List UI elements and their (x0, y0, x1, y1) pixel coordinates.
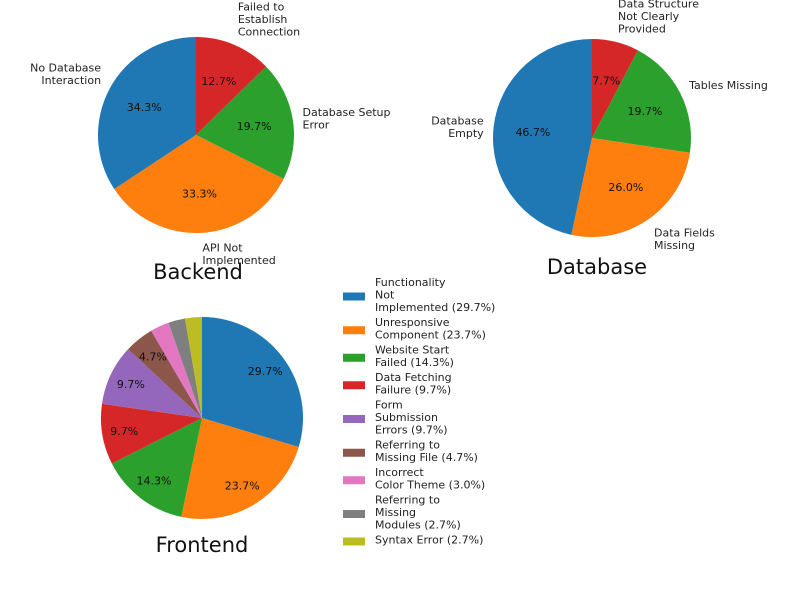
slice-percent-label: 14.3% (137, 474, 172, 487)
pie-slice-functionality-not-implemented (202, 317, 303, 448)
legend-swatch (343, 292, 365, 301)
legend-label: Incorrect Color Theme (3.0%) (375, 466, 485, 492)
slice-percent-label: 33.3% (182, 188, 217, 201)
legend-swatch (343, 537, 365, 546)
legend-item: Website Start Failed (14.3%) (343, 344, 454, 370)
pie-chart-backend: 12.7% Failed to Establish Connection 19.7% Da… (30, 1, 390, 284)
legend-swatch (343, 326, 365, 335)
pie-slice-no-database-interaction (98, 37, 196, 190)
slice-percent-label: 12.7% (201, 75, 236, 88)
slice-percent-label: 34.3% (127, 101, 162, 114)
chart-title: Backend (153, 260, 243, 284)
pie-slice-database-setup-error (196, 66, 294, 179)
slice-percent-label: 19.7% (237, 120, 272, 133)
pie-slice-syntax-error (184, 317, 202, 418)
slice-category-label: Data Fields Missing (654, 227, 715, 253)
legend-item: Functionality Not Implemented (29.7%) (343, 276, 495, 314)
legend-swatch (343, 510, 365, 518)
pie-slice-data-fetching-failure (100, 403, 202, 464)
slice-percent-label: 23.7% (225, 480, 260, 493)
pie-slice-website-start-failed (111, 418, 202, 517)
pie-slice-failed-to-establish-connection (196, 37, 267, 135)
legend-label: Functionality Not Implemented (29.7%) (375, 276, 495, 314)
slice-percent-label: 19.7% (628, 105, 663, 118)
legend-label: Unresponsive Component (23.7%) (375, 316, 486, 342)
slice-category-label: Failed to Establish Connection (238, 1, 300, 39)
legend-swatch (343, 415, 365, 423)
slice-category-label: No Database Interaction (30, 61, 101, 87)
pie-slice-referring-to-missing-file (128, 330, 202, 418)
slice-category-label: Data Structure Not Clearly Provided (618, 0, 699, 35)
pie-chart-database: 7.7% Data Structure Not Clearly Provided 19.… (431, 0, 768, 279)
slice-percent-label: 29.7% (248, 365, 283, 378)
slice-percent-label: 9.7% (117, 378, 145, 391)
legend-item: Incorrect Color Theme (3.0%) (343, 466, 485, 492)
pie-slice-tables-missing (592, 50, 691, 153)
legend-label: Website Start Failed (14.3%) (375, 344, 454, 370)
legend-label: Referring to Missing Modules (2.7%) (375, 494, 461, 532)
legend-item: Referring to Missing Modules (2.7%) (343, 494, 461, 532)
slice-percent-label: 7.7% (592, 74, 620, 87)
legend-item: Form Submission Errors (9.7%) (343, 399, 448, 437)
pie-slice-referring-to-missing-modules (168, 318, 202, 418)
legend-label: Data Fetching Failure (9.7%) (375, 371, 452, 397)
pie-slice-form-submission-errors (102, 349, 202, 418)
pie-slice-incorrect-color-theme (151, 322, 202, 418)
legend-item: Referring to Missing File (4.7%) (343, 439, 478, 465)
slice-percent-label: 26.0% (608, 181, 643, 194)
slice-category-label: Database Empty (431, 114, 484, 140)
slice-category-label: API Not Implemented (202, 242, 275, 268)
pie-slice-data-fields-missing (571, 138, 690, 238)
slice-category-label: Database Setup Error (303, 106, 391, 132)
legend-item: Unresponsive Component (23.7%) (343, 316, 486, 342)
chart-title: Frontend (156, 533, 249, 557)
legend-label: Referring to Missing File (4.7%) (375, 439, 478, 465)
legend-item: Data Fetching Failure (9.7%) (343, 371, 452, 397)
legend-item: Syntax Error (2.7%) (343, 534, 483, 547)
pie-slice-database-empty (492, 39, 592, 235)
legend: Functionality Not Implemented (29.7%)Unres… (343, 276, 495, 547)
slice-percent-label: 4.7% (139, 350, 167, 363)
legend-label: Syntax Error (2.7%) (375, 534, 483, 547)
legend-swatch (343, 476, 365, 485)
pie-slice-unresponsive-component (181, 418, 299, 519)
pie-slice-data-structure-not-clearly-provided (592, 39, 639, 138)
legend-swatch (343, 448, 365, 457)
slice-category-label: Tables Missing (688, 79, 768, 92)
chart-title: Database (547, 255, 647, 279)
legend-swatch (343, 381, 365, 390)
pie-chart-frontend: 29.7% 23.7% 14.3% 9.7% 9.7% 4.7% Frontend (100, 317, 303, 557)
slice-percent-label: 46.7% (515, 126, 550, 139)
slice-percent-label: 9.7% (110, 425, 138, 438)
legend-label: Form Submission Errors (9.7%) (375, 399, 448, 437)
legend-swatch (343, 353, 365, 362)
pie-slice-api-not-implemented (114, 135, 284, 234)
